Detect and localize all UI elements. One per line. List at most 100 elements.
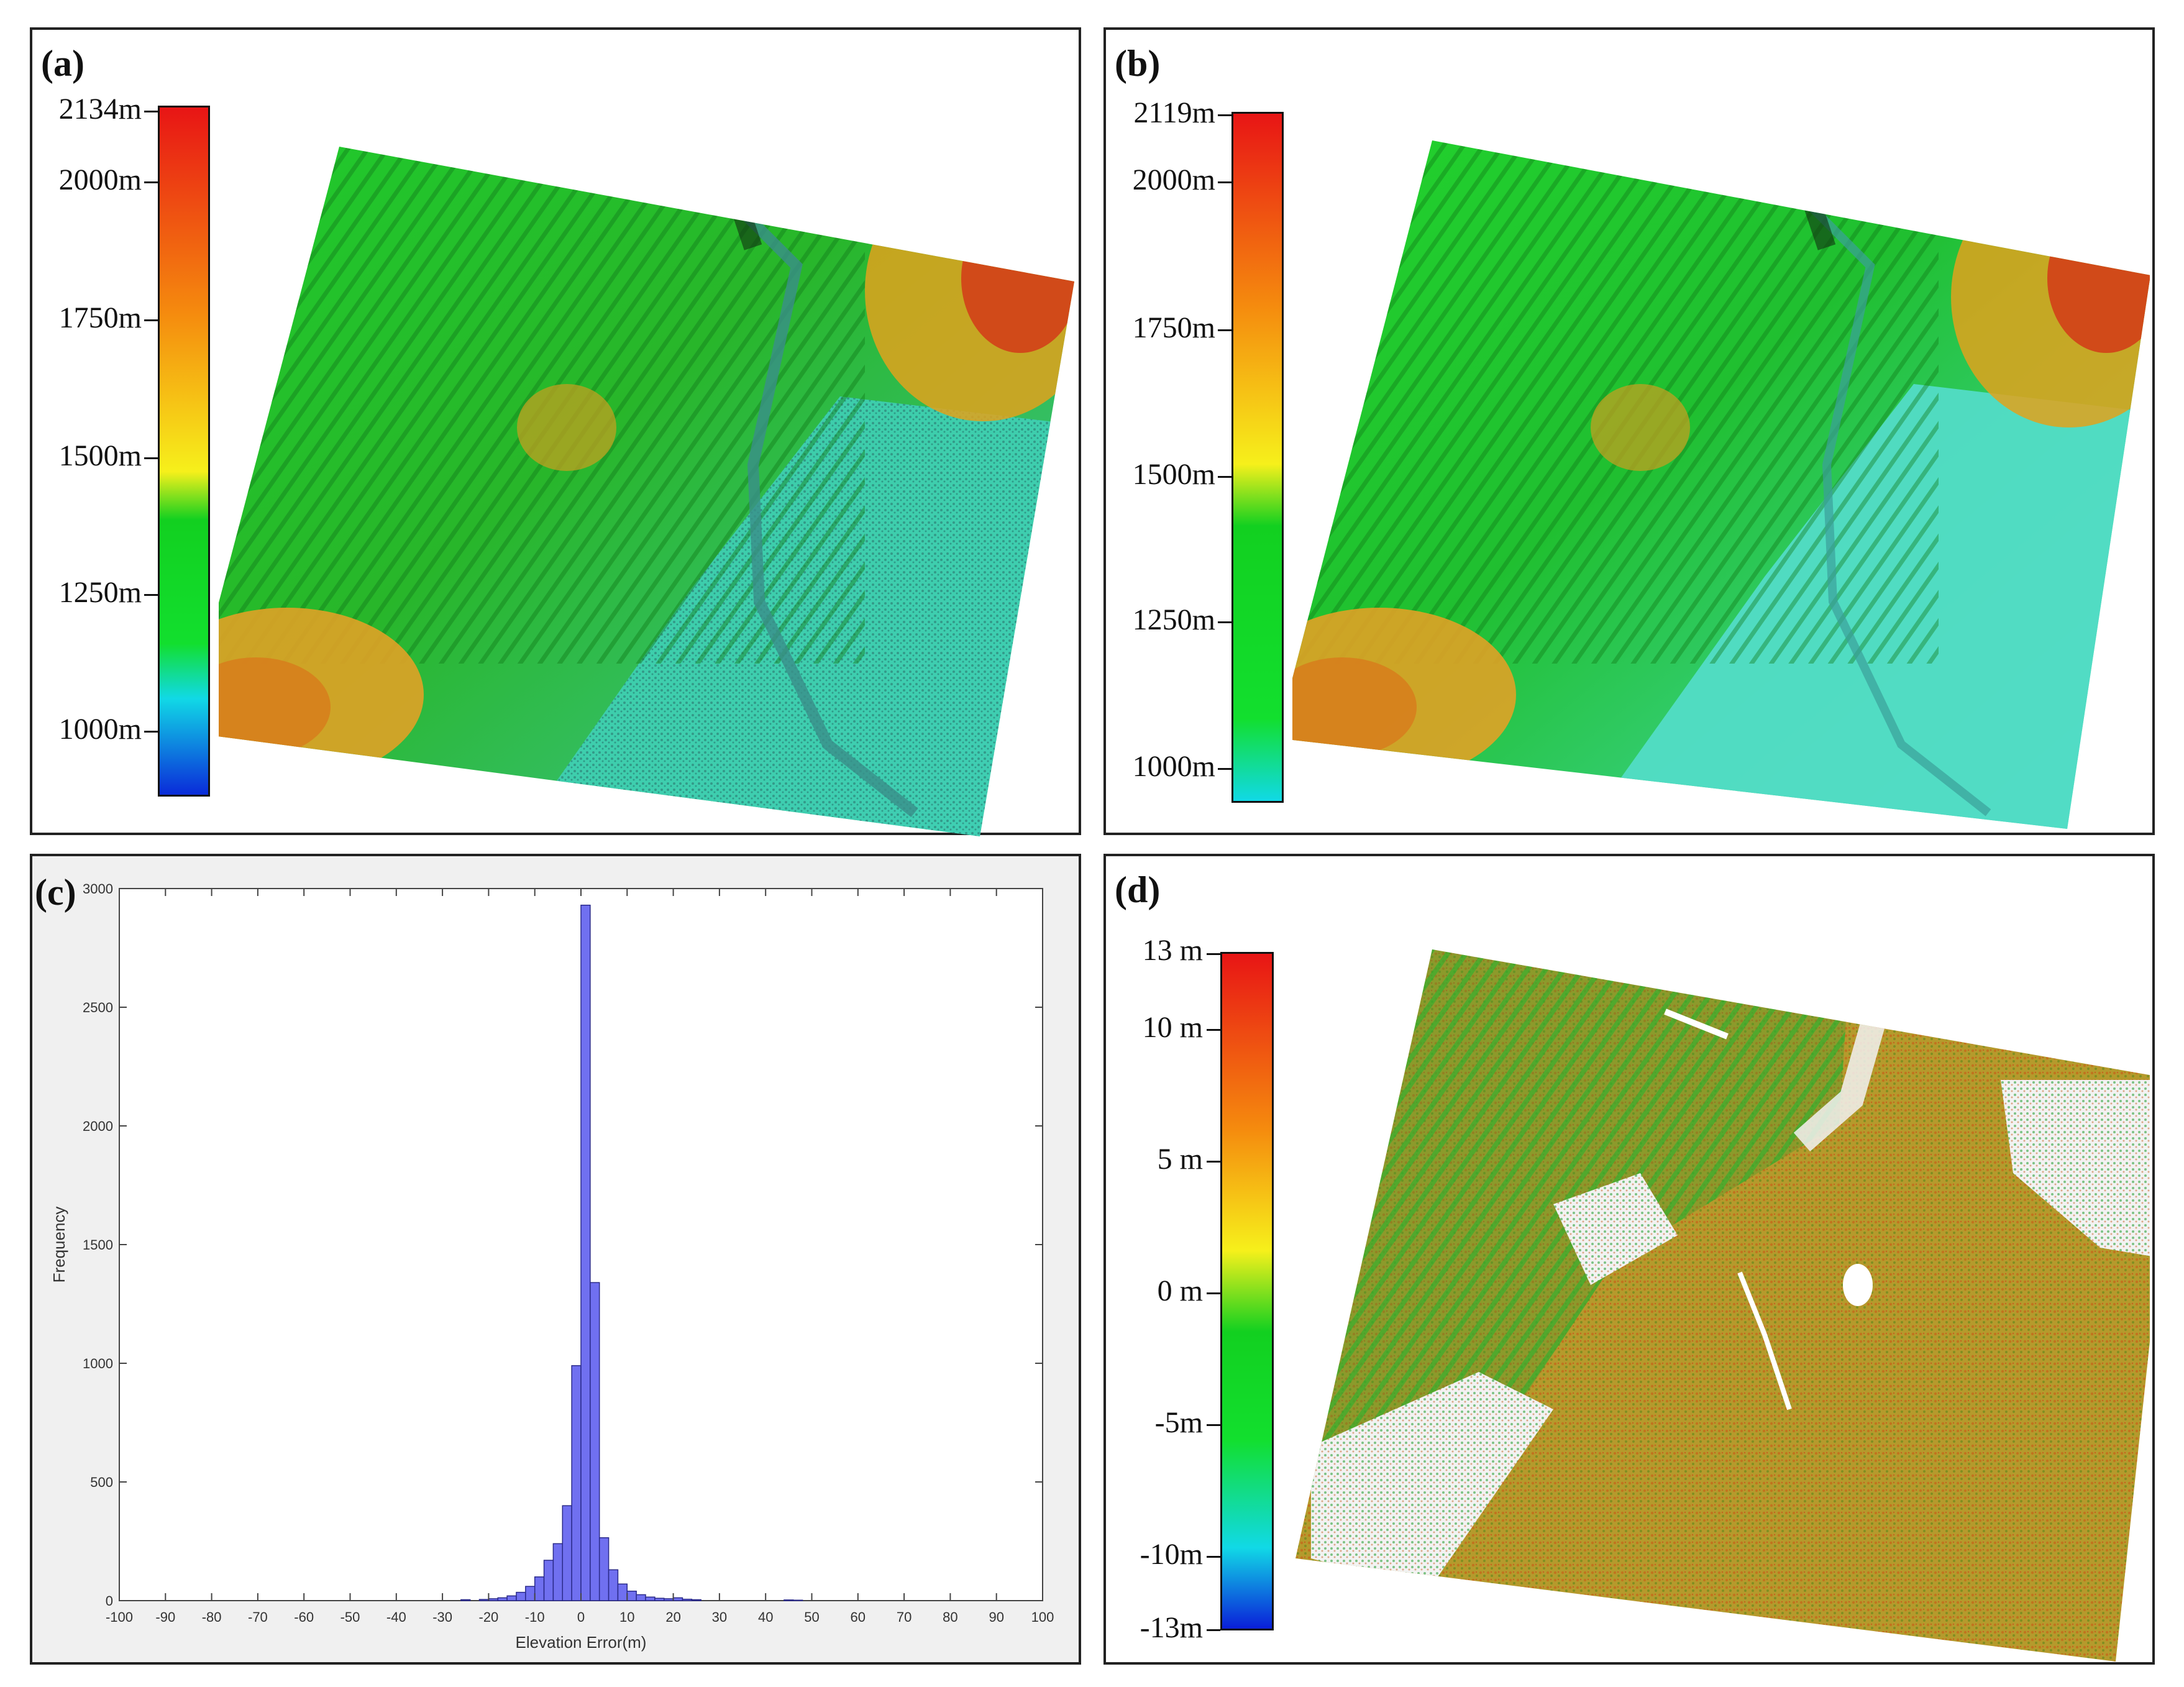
colorbar-label: 2000m: [1132, 163, 1215, 196]
colorbar-label: 5 m: [1157, 1143, 1203, 1176]
histogram-bar: [543, 1560, 554, 1601]
panel-b: (b) 2119m 2000m 1750m 1500m 1250m 1000m: [1103, 27, 2155, 835]
y-tick-label: 500: [90, 1474, 113, 1490]
colorbar-tick: [1218, 114, 1231, 116]
panel-label-c: (c): [35, 872, 76, 913]
y-tick-label: 2500: [83, 1000, 113, 1015]
colorbar-tick: [1207, 1292, 1220, 1294]
y-tick-label: 3000: [83, 881, 113, 897]
x-tick-label: -40: [386, 1609, 406, 1625]
histogram-bar: [636, 1594, 646, 1601]
histogram-bar: [663, 1598, 674, 1601]
histogram-bar: [608, 1569, 619, 1601]
x-tick-label: 70: [897, 1609, 912, 1625]
colorbar-tick: [1218, 329, 1231, 331]
histogram-bar: [534, 1576, 545, 1601]
elevation-colorbar-a: [158, 106, 210, 797]
colorbar-label: 1750m: [58, 301, 142, 334]
x-tick-label: 60: [851, 1609, 866, 1625]
histogram-bar: [793, 1599, 803, 1601]
x-tick-label: -30: [432, 1609, 452, 1625]
histogram-bar: [617, 1583, 628, 1601]
colorbar-tick: [1207, 1629, 1220, 1631]
colorbar-tick: [144, 111, 158, 112]
dem-map-a: [219, 147, 1074, 836]
colorbar-tick: [144, 457, 158, 459]
histogram-bar: [784, 1599, 794, 1601]
colorbar-tick: [1218, 621, 1231, 623]
x-tick-label: 90: [989, 1609, 1003, 1625]
histogram-bar: [506, 1595, 517, 1601]
colorbar-label: -13m: [1140, 1611, 1203, 1644]
colorbar-label: -5m: [1154, 1406, 1203, 1439]
y-tick-label: 2000: [83, 1118, 113, 1134]
histogram-bar: [497, 1597, 508, 1601]
histogram-bar: [654, 1598, 665, 1601]
x-tick-label: 30: [712, 1609, 727, 1625]
histogram-bar: [552, 1543, 564, 1601]
elevation-colorbar-b: [1231, 112, 1284, 803]
x-tick-label: -10: [525, 1609, 545, 1625]
panel-a: (a) 2134m 2000m 1750m 1500m 1250m 1000m: [30, 27, 1081, 836]
colorbar-label: -10m: [1140, 1538, 1203, 1571]
x-tick-label: 40: [758, 1609, 773, 1625]
x-tick-label: -20: [479, 1609, 499, 1625]
y-tick-label: 1500: [83, 1237, 113, 1253]
x-tick-label: -100: [106, 1609, 133, 1625]
colorbar-label: 1000m: [58, 713, 142, 746]
x-tick-label: -60: [294, 1609, 314, 1625]
x-tick-label: -90: [155, 1609, 175, 1625]
y-axis-label: Frequency: [50, 1207, 68, 1283]
histogram-bar: [645, 1596, 656, 1601]
colorbar-tick: [1218, 476, 1231, 478]
histogram-bar: [580, 904, 591, 1601]
colorbar-label: 13 m: [1142, 934, 1203, 967]
colorbar-label: 1500m: [1132, 458, 1215, 491]
x-tick-label: 0: [577, 1609, 585, 1625]
colorbar-tick: [144, 181, 158, 183]
histogram-bar: [525, 1586, 536, 1601]
histogram-bar: [516, 1591, 526, 1601]
x-tick-label: 10: [619, 1609, 634, 1625]
colorbar-label: 1250m: [1132, 603, 1215, 636]
colorbar-tick: [1218, 768, 1231, 770]
panel-d: (d) 13 m 10 m 5 m 0 m -5m -10m -13m: [1103, 854, 2155, 1665]
colorbar-tick: [144, 319, 158, 321]
histogram-bar: [571, 1365, 582, 1601]
histogram-bar: [590, 1282, 600, 1601]
histogram-bar: [478, 1599, 490, 1601]
colorbar-label: 2000m: [58, 163, 142, 196]
colorbar-tick: [1218, 181, 1231, 183]
colorbar-tick: [1207, 1029, 1220, 1031]
histogram-bar: [460, 1599, 471, 1601]
x-tick-label: -80: [202, 1609, 222, 1625]
colorbar-tick: [1207, 1161, 1220, 1163]
colorbar-tick: [144, 731, 158, 733]
y-tick-label: 0: [106, 1593, 113, 1609]
panel-label-d: (d): [1115, 869, 1161, 910]
x-tick-label: -70: [248, 1609, 268, 1625]
colorbar-label: 0 m: [1157, 1274, 1203, 1307]
histogram-bar: [562, 1505, 572, 1601]
histogram-bar: [598, 1537, 610, 1601]
histogram-bar: [626, 1590, 637, 1601]
colorbar-tick: [1207, 953, 1220, 955]
colorbar-label: 1000m: [1132, 750, 1215, 783]
x-tick-label: 80: [943, 1609, 957, 1625]
panel-c: (c) -100 -90 -80 -70 -60 -50 -40 -30 -20 -10 0 10 20…: [30, 854, 1081, 1665]
x-axis-label: Elevation Error(m): [516, 1633, 647, 1652]
histogram-bar: [488, 1598, 499, 1601]
x-tick-label: 100: [1031, 1609, 1054, 1625]
error-colorbar-d: [1220, 952, 1274, 1630]
colorbar-label: 1750m: [1132, 311, 1215, 344]
colorbar-label: 1250m: [58, 576, 142, 609]
elevation-error-histogram: -100 -90 -80 -70 -60 -50 -40 -30 -20 -10 0 10 20 30 40…: [50, 881, 1054, 1652]
colorbar-label: 1500m: [58, 439, 142, 472]
panel-label-b: (b): [1115, 43, 1161, 84]
error-map-d: [1295, 949, 2150, 1662]
histogram-bar: [691, 1599, 701, 1601]
colorbar-tick: [1207, 1424, 1220, 1426]
x-tick-label: 20: [665, 1609, 680, 1625]
colorbar-label: 10 m: [1142, 1011, 1203, 1044]
colorbar-tick: [144, 594, 158, 596]
